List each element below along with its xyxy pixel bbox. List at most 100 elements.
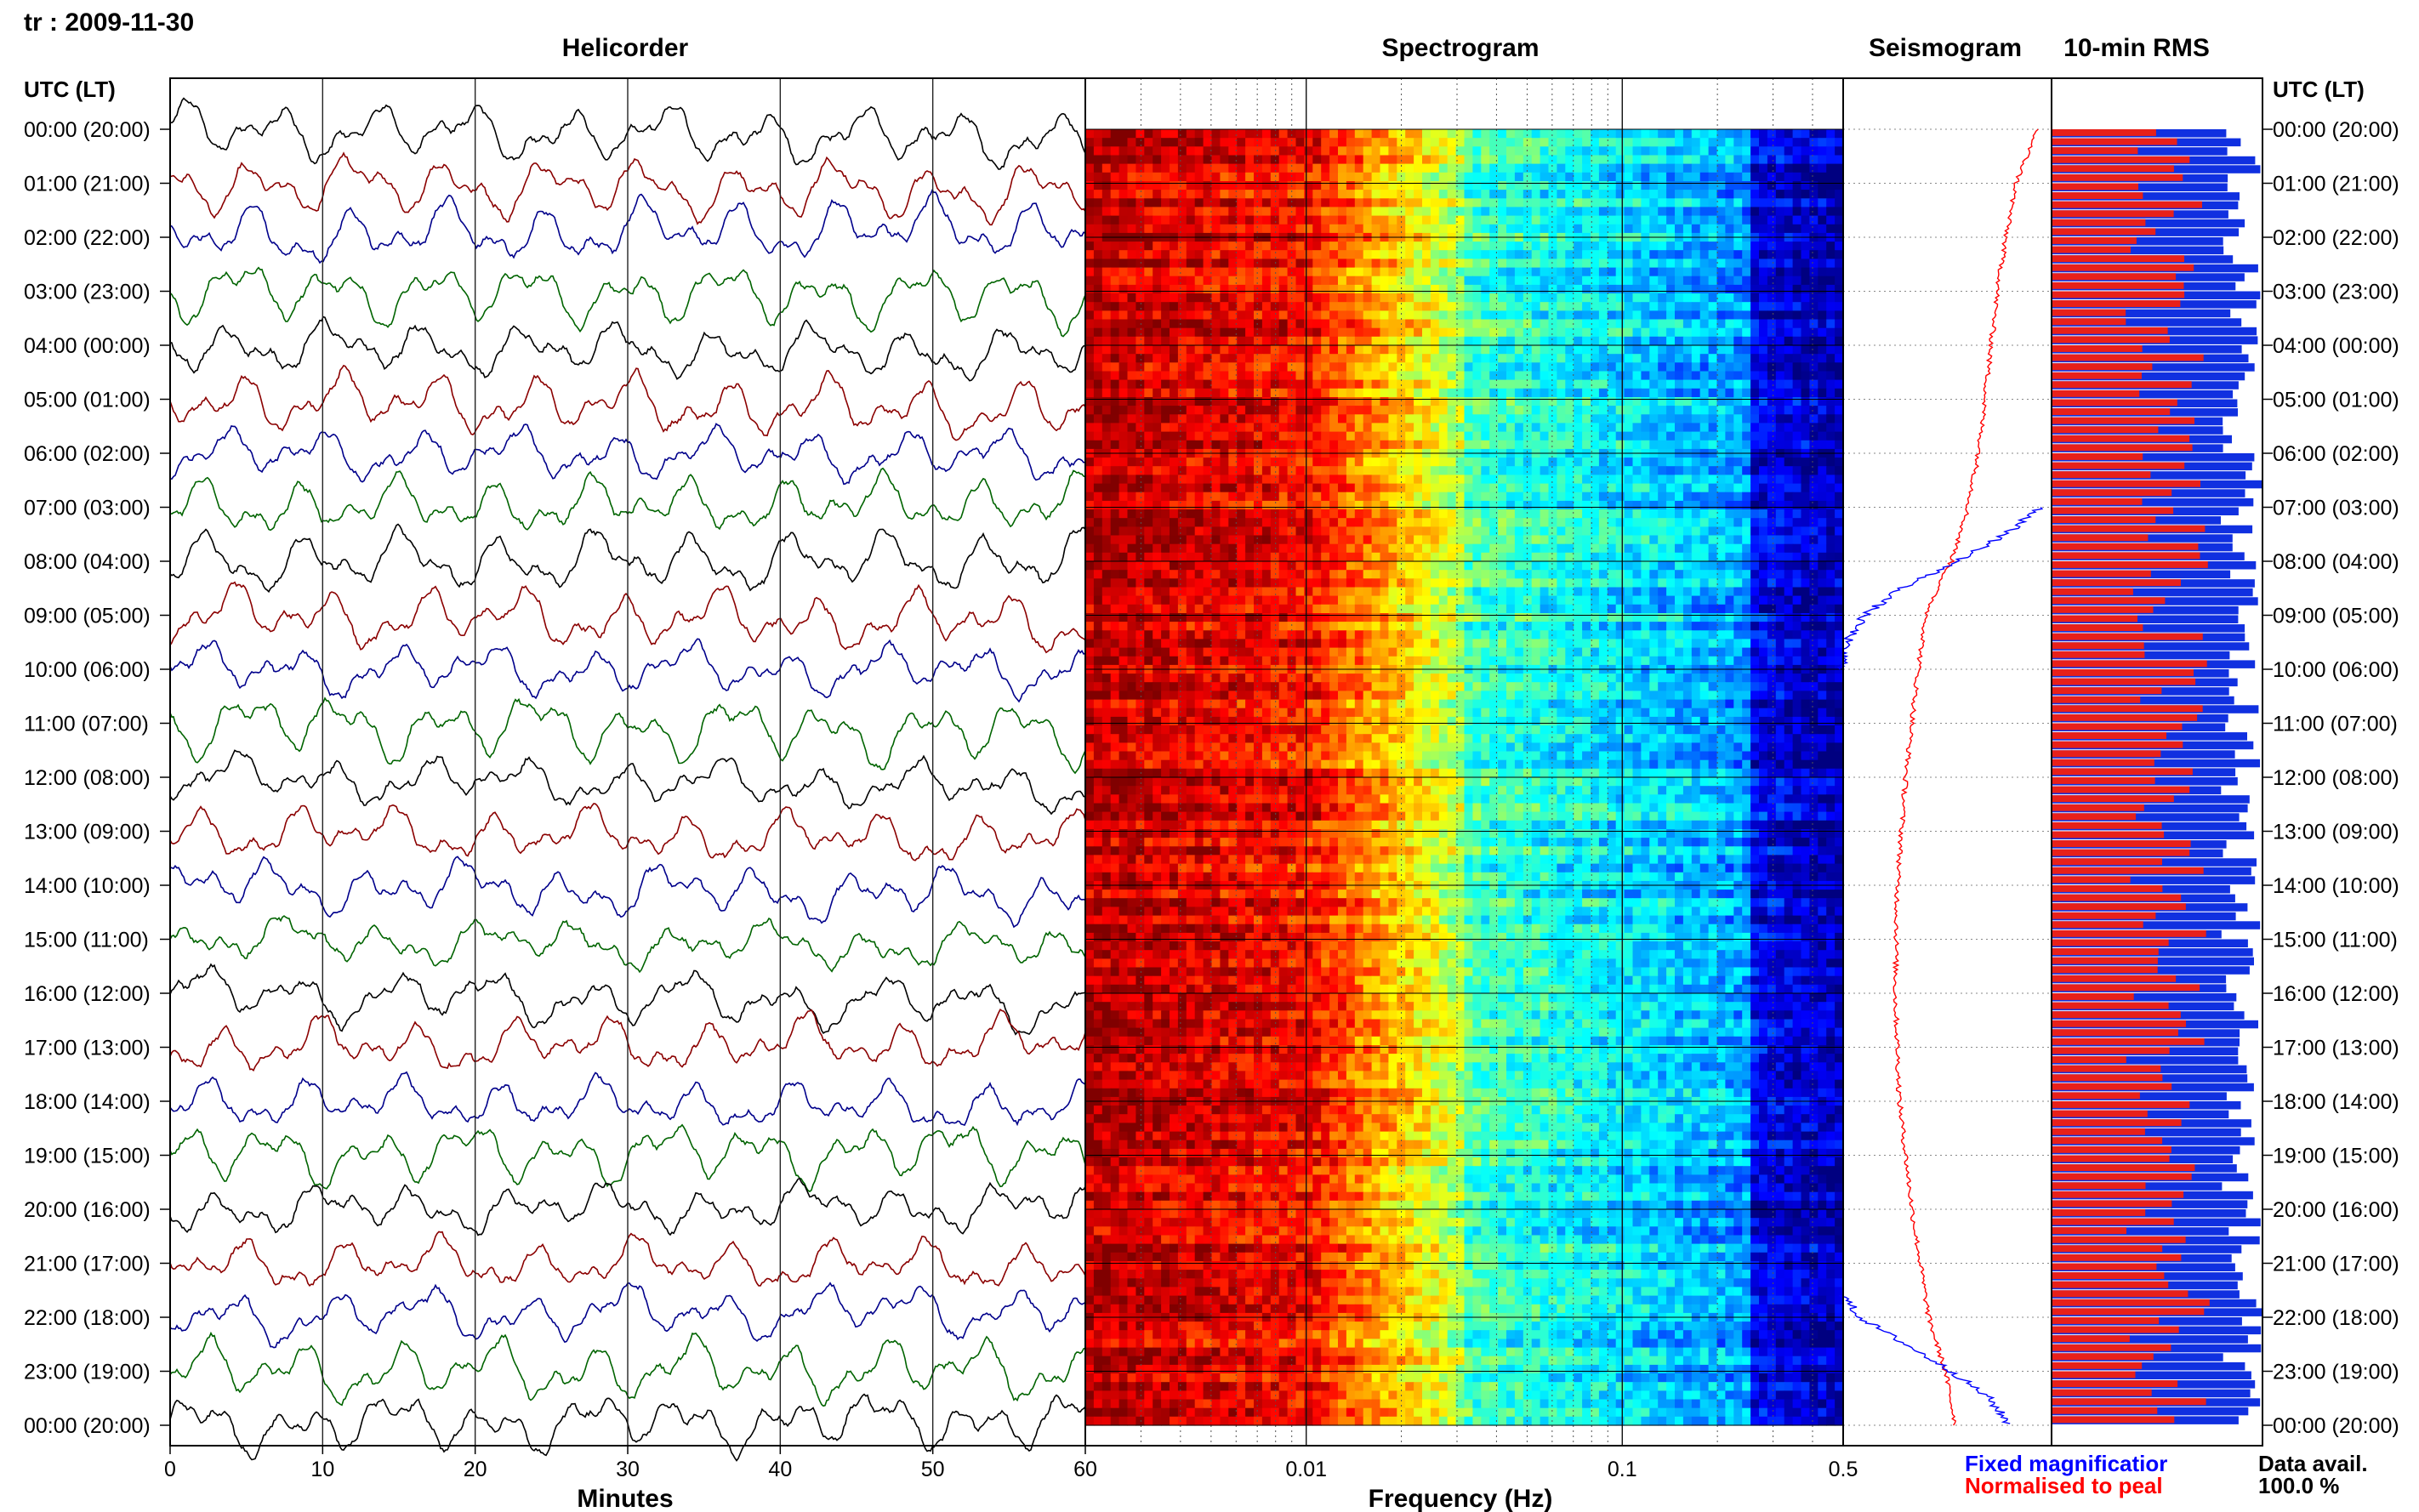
spectrogram-cell [1632,500,1642,510]
spectrogram-cell [1228,475,1238,485]
spectrogram-cell [1110,242,1120,251]
spectrogram-cell [1414,440,1423,450]
spectrogram-cell [1835,458,1844,467]
spectrogram-cell [1254,595,1263,605]
spectrogram-cell [1430,138,1440,147]
spectrogram-cell [1767,319,1777,329]
spectrogram-cell [1430,483,1440,493]
spectrogram-cell [1144,267,1153,277]
spectrogram-cell [1826,440,1836,450]
spectrogram-cell [1177,483,1187,493]
spectrogram-cell [1649,146,1659,156]
spectrogram-cell [1430,423,1440,433]
spectrogram-cell [1624,458,1634,467]
spectrogram-cell [1624,406,1634,415]
spectrogram-cell [1304,267,1313,277]
spectrogram-cell [1405,327,1414,338]
spectrogram-cell [1742,458,1751,467]
spectrogram-cell [1220,276,1229,286]
spectrogram-cell [1826,327,1836,338]
spectrogram-cell [1464,388,1473,398]
spectrogram-cell [1691,431,1701,441]
spectrogram-cell [1531,190,1541,199]
spectrogram-cell [1220,526,1229,537]
spectrogram-cell [1085,215,1095,225]
spectrogram-cell [1666,475,1676,485]
spectrogram-cell [1548,406,1557,415]
spectrogram-cell [1675,406,1684,415]
spectrogram-cell [1170,302,1179,311]
spectrogram-cell [1548,276,1557,286]
spectrogram-cell [1438,492,1449,502]
spectrogram-cell [1531,319,1541,329]
spectrogram-cell [1270,354,1280,363]
spectrogram-cell [1278,414,1289,424]
spectrogram-cell [1220,327,1229,338]
spectrogram-cell [1312,388,1322,398]
spectrogram-cell [1464,475,1473,485]
spectrogram-cell [1658,267,1667,277]
spectrogram-cell [1278,138,1289,147]
spectrogram-cell [1422,302,1431,311]
spectrogram-cell [1220,181,1229,190]
spectrogram-cell [1506,181,1516,190]
spectrogram-cell [1430,518,1440,527]
spectrogram-cell [1278,267,1289,277]
spectrogram-cell [1675,242,1684,251]
spectrogram-cell [1784,302,1794,311]
spectrogram-cell [1641,181,1650,190]
spectrogram-cell [1767,267,1777,277]
spectrogram-cell [1405,414,1414,424]
spectrogram-cell [1304,570,1313,579]
spectrogram-cell [1658,138,1667,147]
spectrogram-cell [1295,146,1305,156]
spectrogram-cell [1615,587,1625,597]
spectrogram-cell [1481,406,1490,415]
spectrogram-cell [1708,302,1718,311]
spectrogram-cell [1455,518,1466,527]
spectrogram-cell [1598,354,1608,363]
spectrogram-cell [1632,319,1642,329]
spectrogram-cell [1481,336,1490,346]
spectrogram-cell [1699,397,1710,406]
spectrogram-cell [1464,543,1473,554]
spectrogram-cell [1430,293,1440,303]
spectrogram-cell [1716,163,1726,173]
spectrogram-cell [1624,224,1634,234]
spectrogram-cell [1472,509,1482,519]
spectrogram-cell [1750,371,1760,381]
spectrogram-cell [1422,172,1431,182]
spectrogram-cell [1295,423,1305,433]
spectrogram-cell [1641,242,1650,251]
spectrogram-cell [1430,319,1440,329]
spectrogram-cell [1093,526,1103,537]
spectrogram-cell [1110,570,1120,579]
spectrogram-cell [1591,526,1600,537]
spectrogram-cell [1775,215,1785,225]
spectrogram-cell [1615,345,1625,355]
spectrogram-cell [1101,267,1112,277]
spectrogram-cell [1093,543,1103,554]
spectrogram-cell [1194,397,1204,406]
spectrogram-cell [1464,224,1473,234]
spectrogram-cell [1254,345,1263,355]
spectrogram-cell [1565,129,1574,139]
spectrogram-cell [1784,561,1794,571]
spectrogram-cell [1598,198,1608,208]
spectrogram-cell [1380,207,1389,217]
spectrogram-cell [1261,207,1272,217]
spectrogram-cell [1278,215,1289,225]
spectrogram-cell [1489,250,1499,259]
spectrogram-cell [1675,284,1684,294]
spectrogram-cell [1261,138,1272,147]
spectrogram-cell [1312,172,1322,182]
spectrogram-cell [1346,354,1356,363]
spectrogram-cell [1170,492,1179,502]
spectrogram-cell [1565,423,1574,433]
spectrogram-cell [1759,259,1768,269]
spectrogram-cell [1186,302,1196,311]
spectrogram-cell [1624,250,1634,259]
spectrogram-cell [1582,371,1591,381]
spectrogram-cell [1438,475,1449,485]
spectrogram-cell [1118,327,1129,338]
